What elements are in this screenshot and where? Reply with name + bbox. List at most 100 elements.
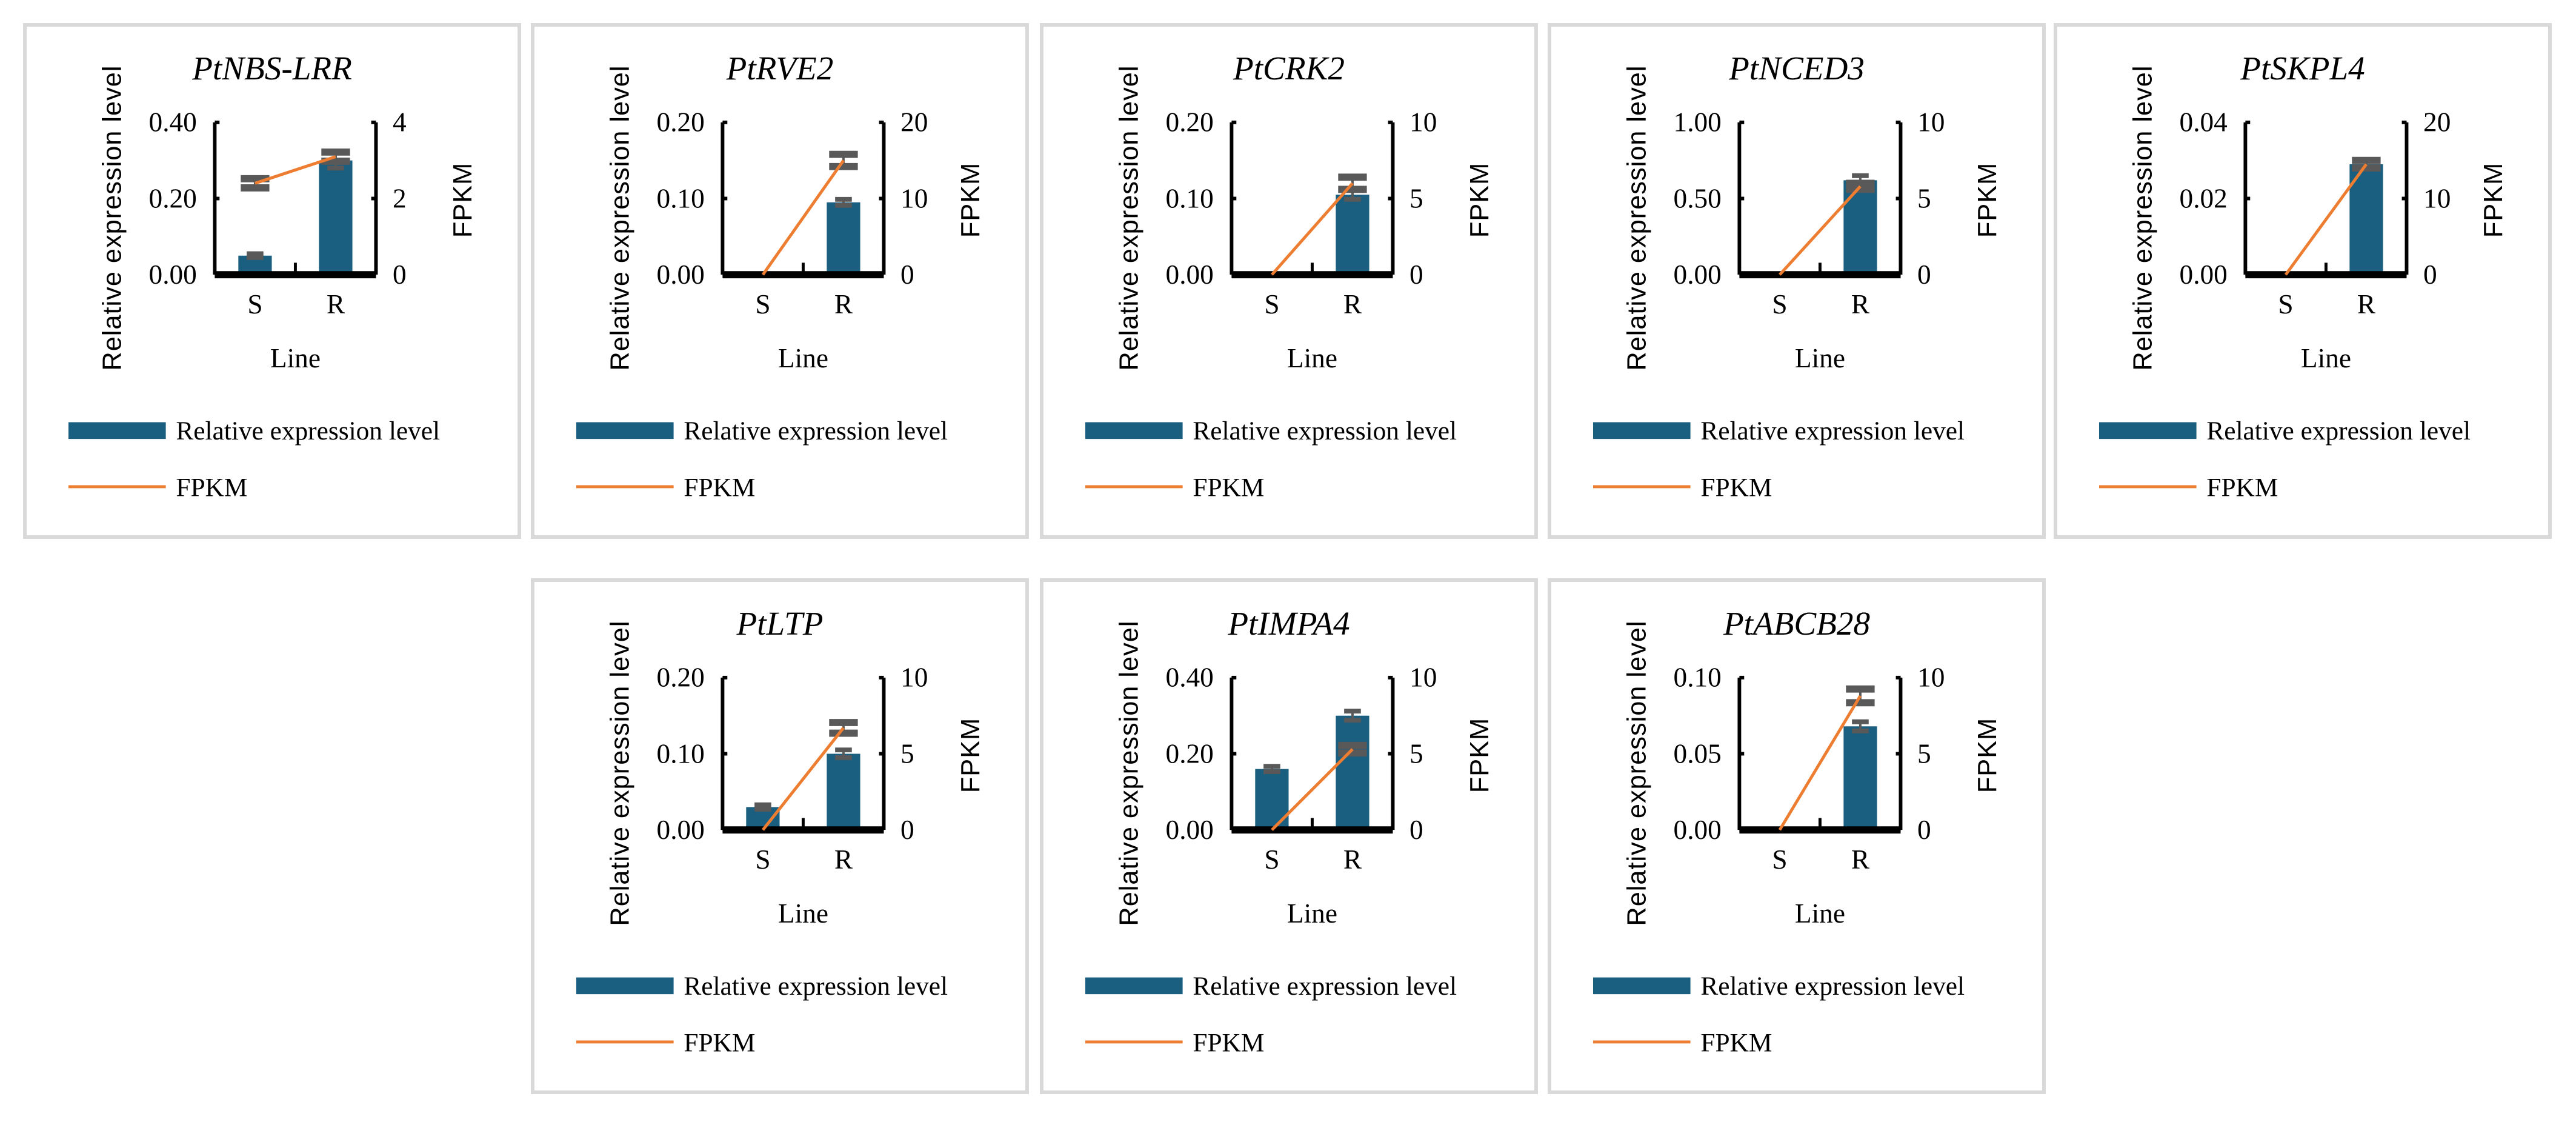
y2-tick-label: 10 xyxy=(1917,663,1945,693)
legend-swatch-bar xyxy=(576,977,674,995)
legend-swatch-bar xyxy=(1085,422,1183,439)
x-axis-title: Line xyxy=(778,898,828,929)
y2-tick-label: 4 xyxy=(393,107,407,138)
y2-tick-label: 10 xyxy=(900,183,928,213)
x-axis-title: Line xyxy=(1287,898,1337,929)
y-tick-label: 0.02 xyxy=(2180,183,2228,213)
legend-label-bar: Relative expression level xyxy=(684,972,948,1001)
bar-R xyxy=(2349,164,2383,275)
y-axis-title: Relative expression level xyxy=(1623,621,1652,926)
legend-label-bar: Relative expression level xyxy=(1700,972,1965,1001)
x-axis-title: Line xyxy=(1287,343,1337,373)
legend-label-line: FPKM xyxy=(1700,473,1772,503)
bar-R xyxy=(1843,726,1877,830)
x-tick-label: S xyxy=(247,289,262,319)
y2-tick-label: 0 xyxy=(900,815,914,845)
legend-label-line: FPKM xyxy=(684,473,755,503)
legend-label-bar: Relative expression level xyxy=(1193,972,1457,1001)
legend-label-line: FPKM xyxy=(1193,473,1264,503)
y2-tick-label: 0 xyxy=(393,259,407,290)
bar-R xyxy=(319,160,353,275)
fpkm-line xyxy=(2284,163,2368,276)
y2-tick-label: 5 xyxy=(1917,738,1931,769)
chart-title: PtCRK2 xyxy=(1233,50,1345,87)
x-tick-label: R xyxy=(1343,289,1362,319)
x-tick-label: R xyxy=(834,289,853,319)
y-axis-title: Relative expression level xyxy=(1115,621,1144,926)
x-tick-label: S xyxy=(755,289,770,319)
y2-axis-title: FPKM xyxy=(1465,718,1494,793)
y2-axis-title: FPKM xyxy=(956,718,985,793)
bar-R xyxy=(1336,715,1370,830)
y2-axis-title: FPKM xyxy=(956,162,985,238)
y-tick-label: 0.00 xyxy=(1166,815,1214,845)
chart-title: PtLTP xyxy=(736,605,824,642)
fpkm-line xyxy=(761,727,845,831)
y2-tick-label: 10 xyxy=(1409,663,1437,693)
x-tick-label: S xyxy=(1264,289,1279,319)
fpkm-line xyxy=(255,155,336,185)
y-tick-label: 0.00 xyxy=(149,259,197,290)
bar-R xyxy=(827,753,860,830)
legend-label-bar: Relative expression level xyxy=(2206,416,2471,446)
y-tick-label: 0.05 xyxy=(1674,738,1722,769)
y-axis-title: Relative expression level xyxy=(2129,65,2158,371)
legend-label-bar: Relative expression level xyxy=(1193,416,1457,446)
chart-panel-ptcrk2: PtCRK2 0.00 0.10 0.20 0 5 10 S R Line Relative exp… xyxy=(1040,23,1538,539)
x-axis-title: Line xyxy=(1795,343,1845,373)
y2-tick-label: 0 xyxy=(1917,259,1931,290)
y-tick-label: 0.20 xyxy=(657,663,705,693)
y-tick-label: 0.40 xyxy=(1166,663,1214,693)
y-axis-title: Relative expression level xyxy=(606,621,635,926)
y-tick-label: 0.00 xyxy=(1166,259,1214,290)
legend-label-line: FPKM xyxy=(2206,473,2278,503)
x-axis-title: Line xyxy=(2301,343,2351,373)
legend-swatch-bar xyxy=(2098,422,2197,439)
y2-axis-title: FPKM xyxy=(1973,718,2002,793)
legend-label-line: FPKM xyxy=(1193,1029,1264,1058)
x-tick-label: R xyxy=(327,289,345,319)
chart-title: PtNBS-LRR xyxy=(191,50,352,87)
chart-panel-ptimpa4: PtIMPA4 0.00 0.20 0.40 0 5 10 S R Line Relative ex… xyxy=(1040,578,1538,1094)
fpkm-line xyxy=(1271,748,1354,831)
y2-tick-label: 0 xyxy=(2423,259,2437,290)
chart-panel-ptrve2: PtRVE2 0.00 0.10 0.20 0 10 20 S R Line Relative ex… xyxy=(531,23,1029,539)
chart-title: PtIMPA4 xyxy=(1227,605,1350,642)
chart-panel-ptltp: PtLTP 0.00 0.10 0.20 0 5 10 S R Line Relative expr… xyxy=(531,578,1029,1094)
y-tick-label: 0.10 xyxy=(657,738,705,769)
x-tick-label: R xyxy=(834,844,853,875)
legend-swatch-bar xyxy=(576,422,674,439)
bar-R xyxy=(1336,195,1370,275)
y-axis-title: Relative expression level xyxy=(1623,65,1652,371)
chart-title: PtNCED3 xyxy=(1728,50,1865,87)
y-tick-label: 0.10 xyxy=(1674,663,1722,693)
chart-title: PtRVE2 xyxy=(726,50,834,87)
y-tick-label: 0.40 xyxy=(149,107,197,138)
legend-label-bar: Relative expression level xyxy=(1700,416,1965,446)
legend-label-line: FPKM xyxy=(684,1029,755,1058)
y2-tick-label: 5 xyxy=(1917,183,1931,213)
chart-title: PtABCB28 xyxy=(1723,605,1870,642)
x-axis-title: Line xyxy=(270,343,321,373)
x-tick-label: S xyxy=(1772,844,1787,875)
y2-axis-title: FPKM xyxy=(1465,162,1494,238)
chart-panel-ptabcb28: PtABCB28 0.00 0.05 0.10 0 5 10 S R Line Relative e… xyxy=(1548,578,2046,1094)
x-tick-label: R xyxy=(1343,844,1362,875)
fpkm-line xyxy=(761,159,845,276)
y2-axis-title: FPKM xyxy=(1973,162,2002,238)
x-axis-title: Line xyxy=(1795,898,1845,929)
y-tick-label: 0.00 xyxy=(657,815,705,845)
y2-tick-label: 10 xyxy=(2423,183,2451,213)
x-tick-label: S xyxy=(1264,844,1279,875)
x-tick-label: R xyxy=(1851,289,1870,319)
y2-tick-label: 5 xyxy=(1409,183,1423,213)
x-tick-label: R xyxy=(2357,289,2376,319)
bar-R xyxy=(1843,180,1877,275)
x-tick-label: S xyxy=(1772,289,1787,319)
x-axis-title: Line xyxy=(778,343,828,373)
